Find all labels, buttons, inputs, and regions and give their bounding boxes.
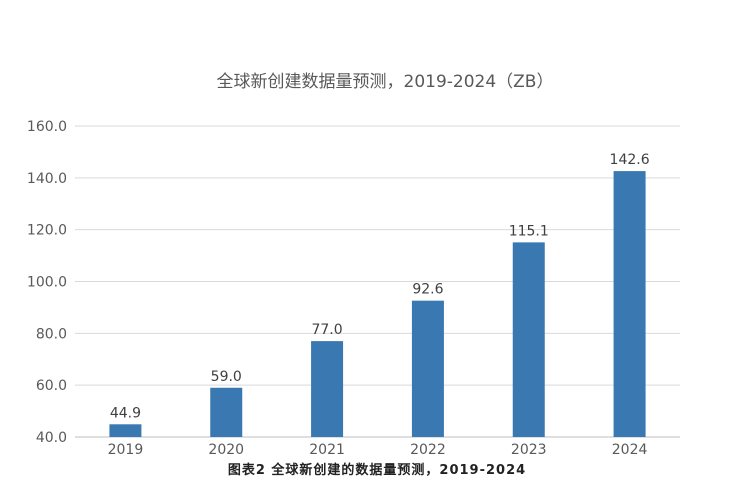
bar	[512, 242, 545, 437]
y-tick-label: 80.0	[36, 326, 67, 342]
bar	[411, 300, 444, 437]
y-tick-label: 120.0	[27, 223, 67, 239]
data-labels: 44.9 59.0 77.0 92.6 115.1 142.6	[110, 152, 650, 421]
bar	[311, 341, 344, 437]
y-axis: 40.0 60.0 80.0 100.0 120.0 140.0 160.0	[27, 119, 67, 446]
bars	[109, 171, 646, 437]
data-label: 77.0	[311, 322, 342, 338]
bar	[210, 387, 243, 437]
gridlines	[75, 125, 680, 438]
x-tick-label: 2023	[511, 442, 547, 458]
x-tick-label: 2022	[410, 442, 446, 458]
x-tick-label: 2019	[108, 442, 144, 458]
bar	[613, 171, 646, 437]
y-tick-label: 40.0	[36, 430, 67, 446]
y-tick-label: 140.0	[27, 171, 67, 187]
y-tick-label: 100.0	[27, 275, 67, 291]
x-tick-label: 2020	[208, 442, 244, 458]
bar	[109, 424, 142, 437]
x-tick-label: 2024	[612, 442, 648, 458]
data-label: 92.6	[412, 282, 443, 298]
x-tick-label: 2021	[309, 442, 345, 458]
data-label: 115.1	[509, 223, 549, 239]
data-label: 59.0	[211, 369, 242, 385]
figure-caption: 图表2 全球新创建的数据量预测，2019-2024	[227, 463, 527, 478]
data-label: 44.9	[110, 405, 141, 421]
y-tick-label: 160.0	[27, 119, 67, 135]
y-tick-label: 60.0	[36, 378, 67, 394]
chart: 全球新创建数据量预测，2019-2024（ZB） 40.0 60.0 80.0 100…	[27, 72, 680, 458]
x-axis: 2019 2020 2021 2022 2023 2024	[108, 442, 648, 458]
data-label: 142.6	[610, 152, 650, 168]
chart-title: 全球新创建数据量预测，2019-2024（ZB）	[217, 72, 554, 92]
